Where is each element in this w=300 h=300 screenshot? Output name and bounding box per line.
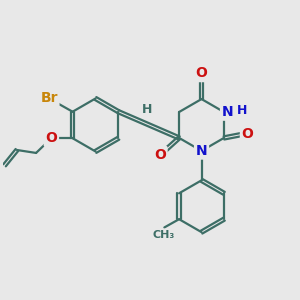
Text: O: O xyxy=(242,128,254,141)
Text: H: H xyxy=(236,104,247,117)
Text: O: O xyxy=(45,131,57,145)
Text: N: N xyxy=(196,144,207,158)
Text: N: N xyxy=(222,105,233,119)
Text: Br: Br xyxy=(40,91,58,105)
Text: CH₃: CH₃ xyxy=(153,230,175,240)
Text: O: O xyxy=(154,148,166,162)
Text: O: O xyxy=(196,66,208,80)
Text: H: H xyxy=(142,103,152,116)
